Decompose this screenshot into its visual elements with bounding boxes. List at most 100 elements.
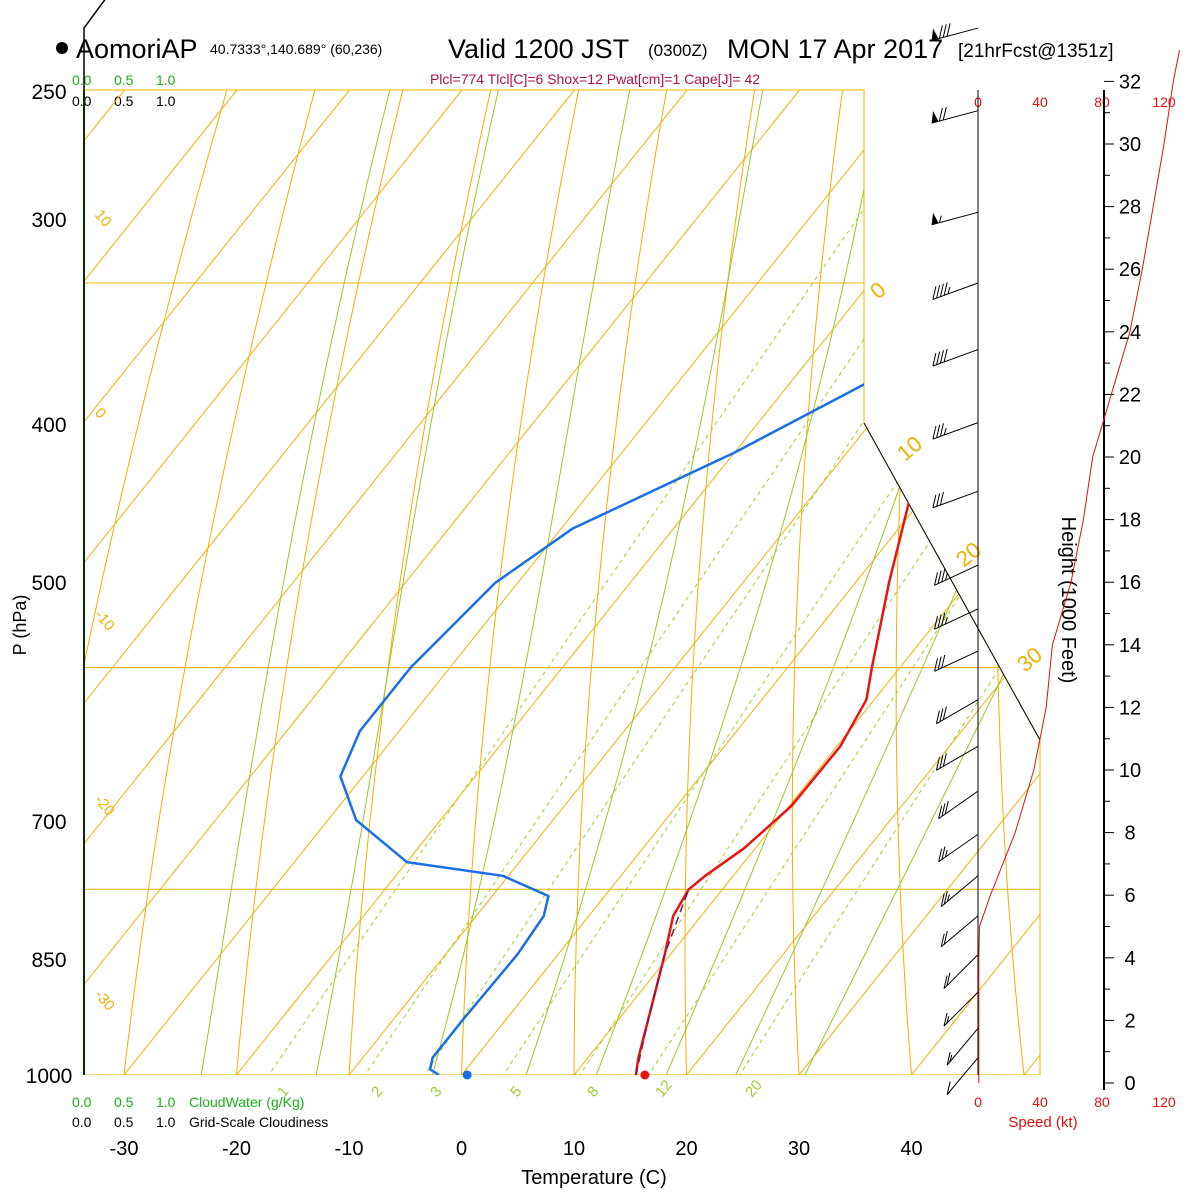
wind-barb: [946, 1057, 979, 1095]
height-tick-label: 14: [1119, 635, 1141, 657]
wind-barb-half-flag: [938, 215, 942, 223]
wind-speed-profile-line: [978, 50, 1180, 1083]
pressure-tick-label: 850: [31, 949, 66, 972]
series-temperature-line: [634, 90, 1040, 1075]
wind-barb: [932, 348, 979, 367]
temperature-tick-label: 0: [456, 1138, 467, 1160]
y-axis-title: P (hPa): [10, 595, 30, 656]
height-tick-label: 32: [1119, 71, 1141, 93]
wind-barb-flag: [943, 890, 948, 905]
height-tick-label: 22: [1119, 384, 1141, 406]
wind-barb-flag: [939, 755, 944, 769]
wind-barb-staff: [943, 954, 979, 989]
wind-barb-flag: [941, 846, 946, 860]
wind-barb-flag: [940, 933, 945, 947]
mixing-ratio-line: [542, 90, 1040, 1075]
pressure-tick-label: 300: [31, 209, 66, 232]
series-parcel-line: [635, 889, 690, 1075]
wind-barb-half-flag: [946, 894, 950, 902]
dry-adiabat: [573, 90, 813, 1075]
isotherm-line: [84, 90, 942, 1075]
wind-barb: [946, 1028, 979, 1066]
wind-barb: [940, 915, 979, 948]
wind-barb-flag: [939, 708, 944, 722]
wind-barb-staff: [943, 991, 979, 1027]
speed-scale-top-2: 80: [1094, 94, 1110, 110]
speed-axis-label: Speed (kt): [1008, 1114, 1077, 1131]
height-tick-label: 8: [1124, 823, 1135, 845]
zulu-time: (0300Z): [648, 41, 708, 60]
wind-barb-flag: [941, 568, 946, 583]
cloudiness-scale-top-2: 1.0: [156, 93, 176, 109]
mixing-ratio-line: [612, 90, 1040, 1075]
moist-adiabat: [506, 90, 895, 1075]
wind-barb-flag: [934, 658, 938, 672]
cloudwater-scale-bottom-1: 0.5: [114, 1094, 134, 1110]
wind-barb-flag: [939, 350, 944, 364]
wind-barb-flag: [932, 286, 937, 300]
moist-adiabat: [776, 90, 1040, 1075]
temperature-tick-label: 20: [675, 1138, 697, 1160]
wind-barb-flag: [943, 1012, 948, 1027]
wind-barb-flag: [941, 612, 946, 626]
speed-scale-top-1: 40: [1032, 94, 1048, 110]
wind-barb-flag: [942, 706, 947, 720]
wind-barb-flag: [941, 654, 946, 669]
dry-adiabat: [791, 90, 962, 1075]
cloudwater-scale-top-0: 0.0: [72, 72, 92, 88]
wind-barb-staff: [940, 875, 979, 908]
wind-barb-flag: [944, 800, 949, 815]
temperature-tick-label: -10: [335, 1138, 364, 1160]
dry-adiabat: [345, 90, 663, 1075]
cloudwater-label: CloudWater (g/Kg): [189, 1094, 304, 1110]
wind-barb: [935, 699, 979, 725]
wind-barb-staff: [940, 915, 979, 948]
wind-barb-flag: [932, 494, 937, 508]
dry-adiabat: [231, 90, 588, 1075]
isotherm-line: [84, 90, 1040, 1075]
height-tick-label: 28: [1119, 197, 1141, 219]
cloudwater-scale-bottom-0: 0.0: [72, 1094, 92, 1110]
wind-barb-staff: [934, 608, 979, 630]
speed-scale-top-3: 120: [1152, 94, 1176, 110]
dry-adiabat: [459, 90, 738, 1075]
wind-barb-flag: [943, 931, 948, 945]
temperature-tick-label: -30: [110, 1138, 139, 1160]
wind-barb-flag: [932, 425, 937, 440]
pressure-tick-label: 700: [31, 811, 66, 834]
cloudwater-scale-top-2: 1.0: [156, 72, 176, 88]
temperature-tick-label: 40: [900, 1138, 922, 1160]
wind-barb-pennant: [931, 28, 939, 41]
wind-barb-flag: [946, 972, 951, 986]
height-tick-label: 4: [1124, 948, 1135, 970]
dry-adiabat: [684, 90, 888, 1075]
x-axis-title: Temperature (C): [521, 1167, 667, 1189]
temperature-tick-label: -20: [222, 1138, 251, 1160]
valid-time: Valid 1200 JST: [448, 34, 629, 64]
wind-barb-flag: [932, 352, 937, 367]
wind-barb-flag: [938, 25, 943, 39]
wind-barb-flag: [937, 614, 942, 628]
wind-barb-staff: [946, 1028, 979, 1066]
height-tick-label: 2: [1124, 1010, 1135, 1032]
wind-barb: [938, 790, 979, 820]
isotherm-line: [461, 90, 1040, 1075]
indices-line: Plcl=774 Tlcl[C]=6 Shox=12 Pwat[cm]=1 Ca…: [430, 71, 760, 87]
pressure-tick-label: 1000: [26, 1065, 73, 1088]
moist-adiabat: [641, 90, 1040, 1075]
wind-barb-pennant: [931, 111, 939, 124]
isotherm-line: [798, 90, 1040, 1075]
wind-barbs: [931, 23, 979, 1095]
surface-markers: [462, 1070, 650, 1080]
wind-barb-flag: [935, 757, 940, 771]
cloudiness-scale-top-1: 0.5: [114, 93, 134, 109]
sounding-series: [339, 90, 1040, 1075]
wind-barb: [931, 23, 979, 41]
cloudwater-scale-bottom-2: 1.0: [156, 1094, 176, 1110]
station-name: AomoriAP: [76, 34, 198, 64]
wind-barb-flag: [942, 106, 947, 121]
wind-barb-half-flag: [946, 1016, 950, 1024]
wind-barb: [940, 875, 979, 908]
